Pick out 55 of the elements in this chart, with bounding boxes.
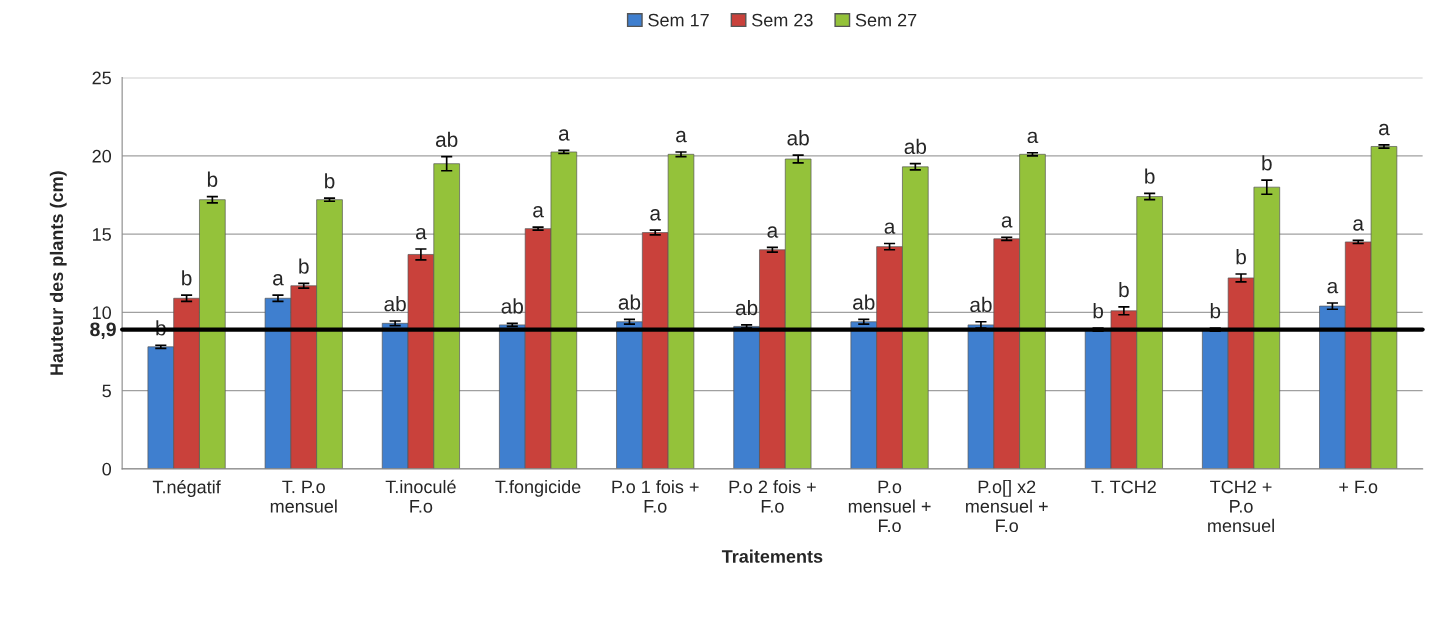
y-axis-title: Hauteur des plants (cm)	[49, 171, 67, 375]
data-label: b	[1119, 281, 1129, 298]
data-label: a	[650, 209, 662, 221]
x-tick-label: P.o[] x2 mensuel + F.o	[966, 479, 1048, 533]
data-label: b	[207, 171, 218, 187]
data-label: ab	[435, 131, 458, 147]
data-label: ab	[853, 294, 875, 310]
data-label: a	[1027, 131, 1039, 144]
data-label: a	[1001, 216, 1013, 228]
y-tick-label: 25	[92, 71, 111, 85]
y-tick-label: 20	[92, 149, 112, 163]
x-tick-label: T.inoculé F.o	[385, 479, 456, 513]
x-axis-title: Traitements	[721, 549, 823, 563]
data-label: a	[558, 129, 570, 141]
x-tick-label: P.o 1 fois + F.o	[612, 479, 699, 513]
x-tick-label: T.fongicide	[495, 479, 581, 497]
data-label: a	[273, 274, 284, 286]
data-label: a	[1379, 123, 1390, 136]
data-label: b	[1262, 155, 1272, 171]
data-label: ab	[970, 296, 992, 313]
legend-label: Sem 23	[752, 13, 813, 27]
data-label: b	[1210, 303, 1221, 319]
data-label: b	[182, 270, 192, 286]
y-tick-label: 5	[102, 384, 111, 398]
legend-label: Sem 27	[855, 13, 917, 27]
x-tick-label: TCH2 + P.o mensuel	[1208, 480, 1274, 533]
data-label: ab	[384, 295, 406, 312]
data-label: a	[884, 222, 896, 234]
data-label: a	[416, 227, 427, 240]
data-label: ab	[618, 294, 641, 310]
x-tick-label: T. P.o mensuel	[270, 480, 337, 513]
data-label: a	[533, 205, 544, 218]
data-label: b	[1236, 249, 1246, 265]
y-tick-label: 15	[93, 228, 111, 241]
data-label: ab	[501, 298, 523, 314]
data-label: b	[1145, 168, 1155, 184]
ref-line-label: 8,9	[90, 322, 116, 340]
x-tick-label: T. TCH2	[1091, 480, 1156, 494]
data-label: a	[1353, 219, 1364, 231]
data-label: ab	[735, 299, 758, 316]
data-label: ab	[904, 138, 927, 155]
data-label: a	[676, 130, 687, 143]
legend-label: Sem 17	[648, 13, 709, 27]
y-tick-label: 10	[93, 306, 112, 320]
data-label: a	[767, 226, 779, 238]
data-label: ab	[787, 130, 809, 146]
data-label: b	[325, 173, 335, 189]
x-tick-label: P.o mensuel + F.o	[848, 480, 931, 533]
data-label: a	[1327, 281, 1339, 294]
data-label: b	[1093, 303, 1104, 319]
x-tick-label: + F.o	[1339, 480, 1378, 494]
x-tick-label: T.négatif	[152, 479, 221, 498]
x-tick-label: P.o 2 fois + F.o	[729, 479, 816, 513]
data-label: b	[299, 258, 309, 274]
y-tick-label: 0	[102, 462, 112, 476]
